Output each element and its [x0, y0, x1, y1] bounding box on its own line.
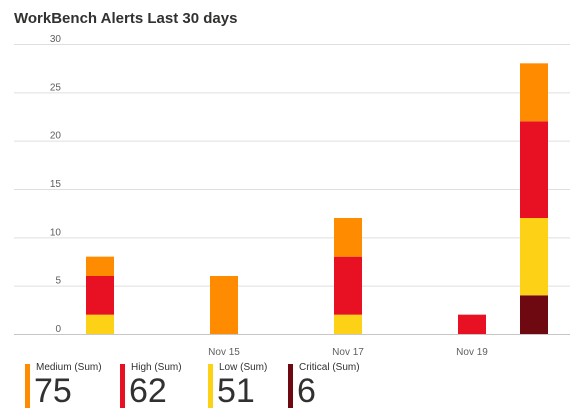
bar-segment-medium[interactable]	[210, 276, 238, 334]
legend-label: Medium (Sum)	[36, 362, 102, 373]
bar-segment-high[interactable]	[520, 121, 548, 218]
bar-segment-critical[interactable]	[520, 295, 548, 334]
bar-segment-medium[interactable]	[334, 218, 362, 257]
bar-segment-medium[interactable]	[86, 256, 114, 276]
x-tick-label: Nov 15	[208, 347, 240, 358]
y-axis-ticks: 0 5 10 15 20 25 30	[50, 34, 62, 335]
y-tick-label: 20	[50, 131, 62, 142]
x-tick-label: Nov 17	[332, 347, 364, 358]
bar-segment-medium[interactable]	[520, 63, 548, 122]
bar-segment-low[interactable]	[334, 314, 362, 334]
legend-label: Critical (Sum)	[299, 362, 360, 373]
legend-swatch	[208, 364, 213, 408]
gridlines	[14, 44, 570, 335]
bars	[86, 63, 548, 334]
legend-swatch	[120, 364, 125, 408]
y-tick-label: 0	[55, 324, 61, 335]
legend: Medium (Sum) 75 High (Sum) 62 Low (Sum) 51 Cri…	[0, 362, 573, 418]
bar-segment-high[interactable]	[458, 314, 486, 334]
y-tick-label: 15	[50, 179, 62, 190]
legend-total: 51	[217, 372, 255, 410]
legend-swatch	[25, 364, 30, 408]
bar-segment-high[interactable]	[334, 256, 362, 315]
chart-title: WorkBench Alerts Last 30 days	[14, 10, 238, 27]
legend-label: Low (Sum)	[219, 362, 268, 373]
y-tick-label: 10	[50, 227, 62, 238]
bar-segment-low[interactable]	[86, 314, 114, 334]
bar-segment-high[interactable]	[86, 276, 114, 315]
x-tick-label: Nov 19	[456, 347, 488, 358]
legend-total: 6	[297, 372, 316, 410]
legend-total: 62	[129, 372, 167, 410]
y-tick-label: 5	[55, 276, 61, 287]
y-tick-label: 25	[50, 82, 62, 93]
y-tick-label: 30	[50, 34, 62, 45]
legend-label: High (Sum)	[131, 362, 182, 373]
bar-segment-low[interactable]	[520, 218, 548, 296]
legend-swatch	[288, 364, 293, 408]
legend-total: 75	[34, 372, 72, 410]
